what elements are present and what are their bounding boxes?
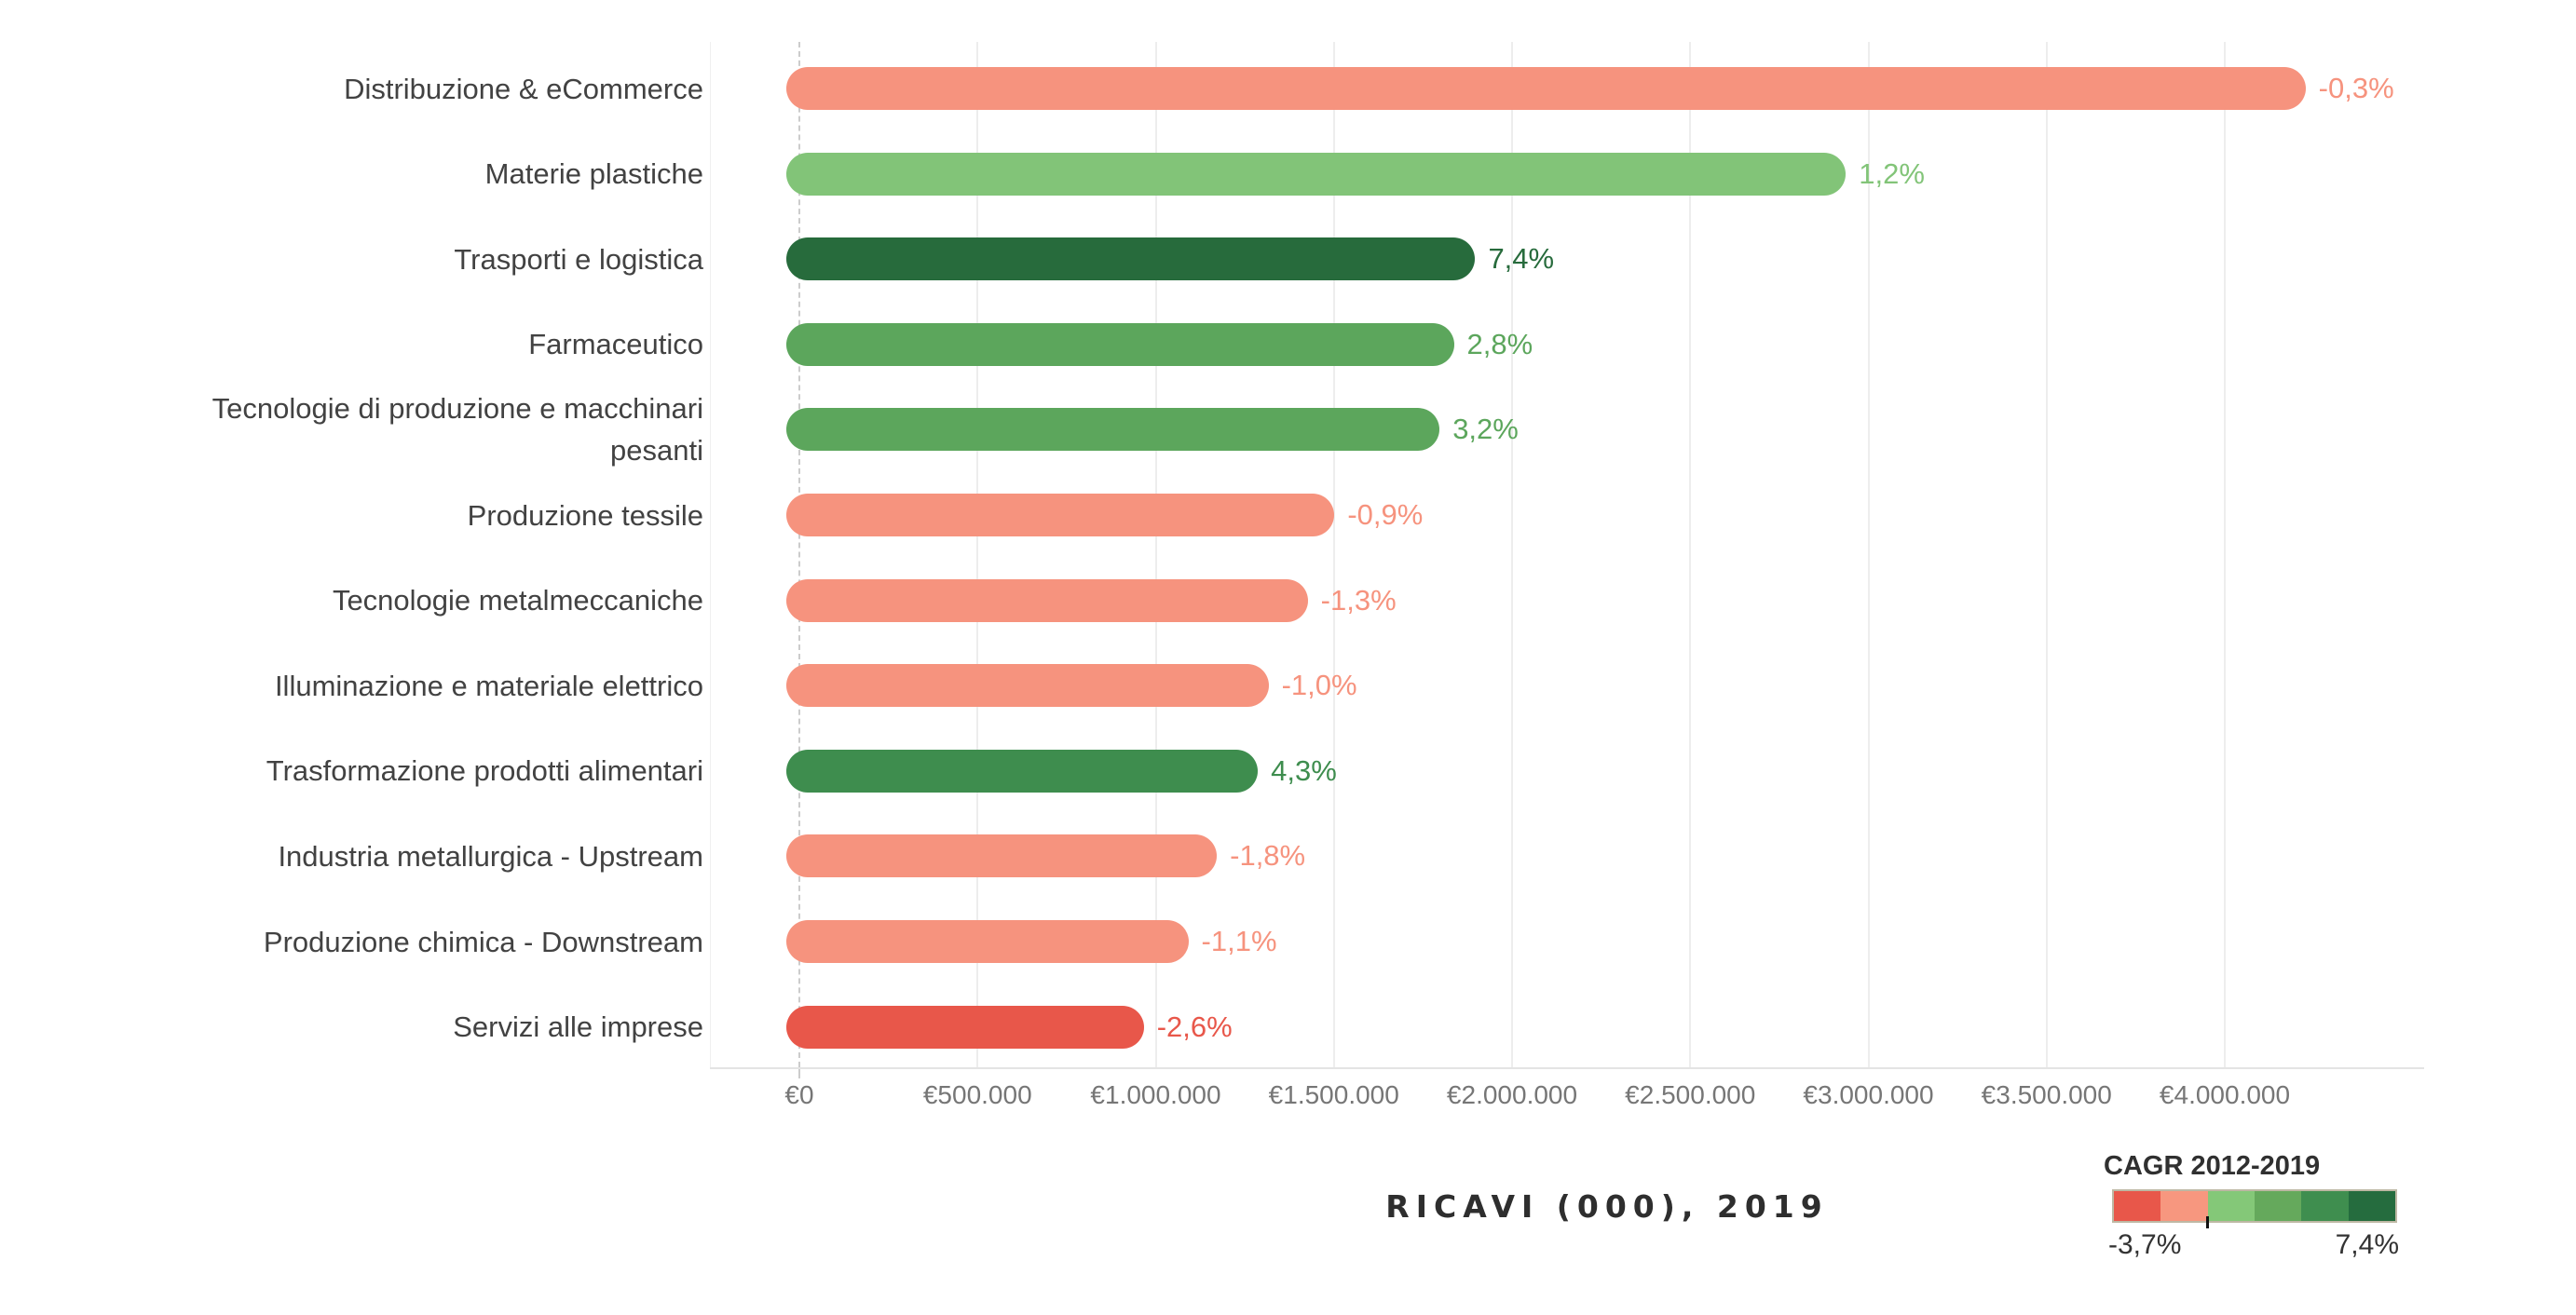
bar[interactable]	[786, 67, 2306, 110]
x-tick-label: €0	[784, 1080, 814, 1109]
legend-ramp-segment	[2254, 1191, 2302, 1221]
category-label: Materie plastiche	[484, 157, 703, 191]
cagr-label: -1,3%	[1320, 583, 1397, 617]
bar[interactable]	[786, 920, 1189, 963]
x-tick-label: €2.000.000	[1446, 1080, 1578, 1109]
bar[interactable]	[786, 152, 1847, 196]
x-tick-label: €3.000.000	[1803, 1080, 1934, 1109]
plot-left-rule	[710, 42, 711, 1067]
cagr-label: -0,9%	[1347, 498, 1424, 531]
category-label: Tecnologie metalmeccaniche	[332, 584, 703, 617]
legend-zero-tick	[2206, 1216, 2209, 1228]
legend-min-label: -3,7%	[2108, 1229, 2182, 1260]
category-label: Farmaceutico	[528, 328, 703, 361]
gridline	[976, 42, 979, 1067]
category-label: Industria metallurgica - Upstream	[278, 839, 703, 873]
gridline	[1511, 42, 1513, 1067]
x-tick-label: €2.500.000	[1625, 1080, 1756, 1109]
legend-color-ramp	[2112, 1189, 2397, 1223]
legend-ramp-segment	[2207, 1191, 2255, 1221]
category-label: Produzione tessile	[467, 498, 703, 532]
zero-axis-tick	[798, 1069, 800, 1078]
bar[interactable]	[786, 1005, 1144, 1049]
legend-max-label: 7,4%	[2335, 1229, 2399, 1260]
x-tick-label: €1.000.000	[1090, 1080, 1221, 1109]
x-axis-title: RICAVI (000), 2019	[1385, 1188, 1829, 1225]
cagr-label: -1,8%	[1230, 839, 1306, 873]
legend-ramp-segment	[2114, 1191, 2161, 1221]
bar[interactable]	[786, 237, 1476, 281]
bar[interactable]	[786, 408, 1440, 452]
x-tick-label: €4.000.000	[2159, 1080, 2291, 1109]
cagr-label: -2,6%	[1156, 1010, 1233, 1043]
cagr-label: 7,4%	[1488, 242, 1555, 276]
legend-title: CAGR 2012-2019	[2104, 1151, 2321, 1181]
cagr-label: 3,2%	[1452, 413, 1519, 446]
cagr-label: 1,2%	[1859, 156, 1925, 190]
bar[interactable]	[786, 749, 1259, 793]
bar[interactable]	[786, 494, 1335, 536]
bar[interactable]	[786, 578, 1308, 622]
category-label: Trasporti e logistica	[454, 242, 703, 276]
zero-gridline	[798, 42, 800, 1067]
bar[interactable]	[786, 834, 1218, 878]
cagr-label: 2,8%	[1466, 327, 1533, 360]
cagr-label: -1,0%	[1281, 669, 1357, 702]
category-label: Produzione chimica - Downstream	[263, 925, 703, 958]
gridline	[2224, 42, 2226, 1067]
cagr-label: 4,3%	[1271, 753, 1337, 787]
legend-ramp-segment	[2301, 1191, 2349, 1221]
gridline	[1867, 42, 1870, 1067]
x-tick-label: €1.500.000	[1268, 1080, 1399, 1109]
category-label: Illuminazione e materiale elettrico	[274, 669, 703, 702]
bar[interactable]	[786, 322, 1454, 366]
category-label: Trasformazione prodotti alimentari	[266, 754, 703, 788]
gridline	[1689, 42, 1692, 1067]
gridline	[2045, 42, 2048, 1067]
category-label: Servizi alle imprese	[453, 1010, 703, 1044]
cagr-label: -1,1%	[1201, 925, 1277, 957]
category-label: Tecnologie di produzione e macchinari pe…	[211, 392, 703, 468]
x-tick-label: €500.000	[922, 1080, 1032, 1109]
x-axis-line	[710, 1067, 2424, 1069]
gridline	[1154, 42, 1157, 1067]
x-tick-label: €3.500.000	[1981, 1080, 2112, 1109]
legend-ramp-segment	[2348, 1191, 2395, 1221]
gridline	[1332, 42, 1335, 1067]
bar[interactable]	[786, 664, 1269, 708]
legend-ramp-segment	[2160, 1191, 2208, 1221]
category-label: Distribuzione & eCommerce	[344, 72, 703, 105]
cagr-label: -0,3%	[2318, 72, 2394, 104]
